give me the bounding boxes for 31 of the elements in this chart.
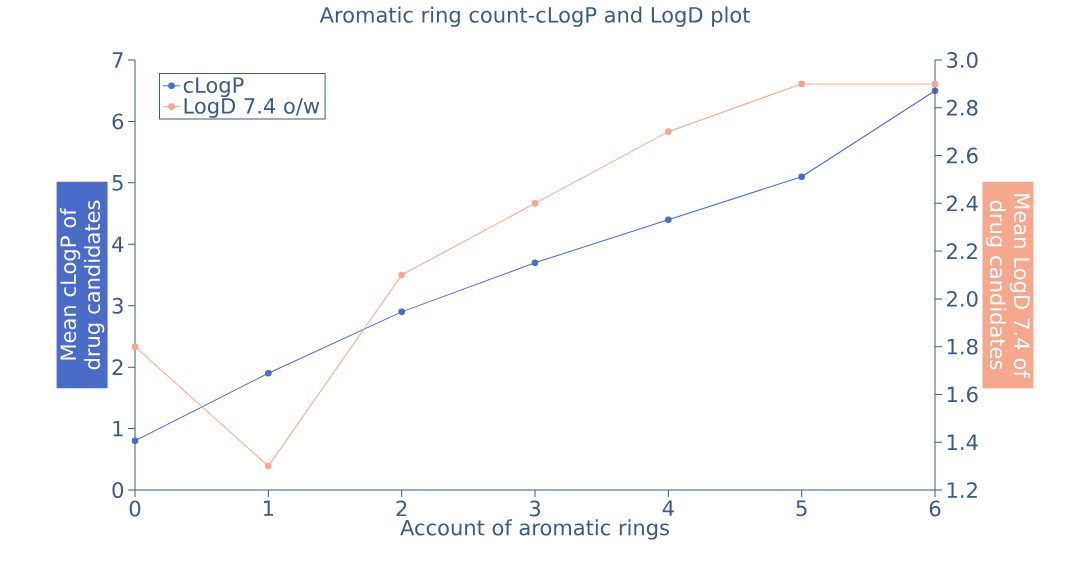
y2-tick-label: 2.0 (947, 290, 978, 307)
x-tick-label: 6 (929, 500, 941, 517)
y-tick-label: 5 (112, 175, 123, 191)
x-axis-title: Account of aromatic rings (400, 519, 669, 540)
y-tick-label: 4 (112, 236, 124, 252)
y2-tick-label: 1.6 (947, 386, 978, 403)
x-tick-label: 3 (529, 500, 541, 517)
y2-tick-label: 3.0 (947, 52, 978, 68)
legend-label: cLogP (183, 77, 244, 98)
y2-tick-label: 2.2 (947, 243, 977, 259)
y-tick-label: 3 (112, 297, 123, 314)
y-tick-label: 2 (112, 359, 123, 375)
x-tick-label: 0 (129, 500, 141, 517)
y2-tick-label: 1.2 (947, 482, 977, 498)
x-tick-label: 4 (662, 500, 674, 516)
x-tick-label: 2 (396, 500, 407, 517)
y-axis-title: Mean cLogP of drug candidates (59, 200, 105, 370)
y2-tick-label: 2.6 (947, 147, 978, 164)
x-tick-label: 5 (796, 500, 807, 517)
y-tick-label: 1 (113, 420, 123, 437)
x-tick-label: 1 (263, 500, 274, 516)
y2-axis-title: Mean LogD 7.4 of drug candidates (985, 194, 1031, 379)
y-tick-label: 7 (112, 52, 123, 68)
y-tick-label: 6 (112, 113, 124, 130)
y-tick-label: 0 (112, 482, 124, 498)
y2-tick-label: 2.4 (947, 195, 978, 212)
y2-tick-label: 1.8 (947, 338, 978, 355)
y2-tick-label: 2.8 (947, 99, 978, 116)
legend-label: LogD 7.4 o/w (184, 98, 320, 118)
y2-tick-label: 1.4 (947, 434, 978, 450)
chart-title: Aromatic ring count-cLogP and LogD plot (319, 6, 750, 27)
